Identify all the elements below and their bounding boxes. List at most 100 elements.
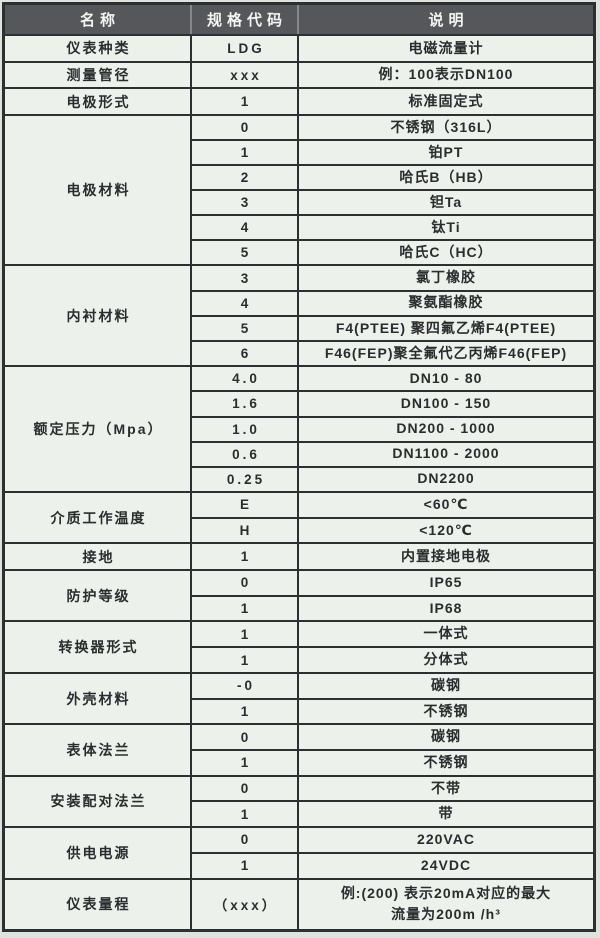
- group-rows: 0 IP65 1 IP68: [192, 571, 593, 621]
- code-cell: 1: [192, 544, 299, 570]
- desc-cell: DN1100 - 2000: [392, 445, 500, 462]
- table-row: -0 碳钢: [192, 673, 593, 698]
- code-cell: 1: [192, 853, 299, 878]
- group-name-cell: 外壳材料: [5, 673, 192, 724]
- group-name-cell: 接地: [5, 544, 192, 570]
- spec-table-body: 仪表种类 LDG 电磁流量计 测量管径 xxx 例：100表示DN100 电极形式 1 标准固定…: [5, 34, 593, 929]
- group-name-cell: 内衬材料: [5, 266, 192, 366]
- group-rows: 1 内置接地电极: [192, 544, 593, 570]
- group-rows: LDG 电磁流量计: [192, 36, 593, 61]
- header-cell-code: 规格代码: [192, 5, 299, 34]
- table-group: 电极材料 0 不锈钢（316L） 1 铂PT 2 哈氏B（HB） 3 钽Ta 4 钛Ti 5 哈氏C（H…: [5, 114, 593, 265]
- desc-cell: 分体式: [423, 651, 469, 668]
- code-cell: 0: [192, 571, 299, 595]
- code-cell: 1.6: [192, 392, 299, 416]
- code-cell: 1: [192, 648, 299, 672]
- table-row: 0 碳钢: [192, 725, 593, 749]
- group-rows: （xxx） 例:(200) 表示20mA对应的最大 流量为200m /h³: [192, 879, 593, 929]
- desc-cell: 铂PT: [428, 143, 464, 160]
- table-row: xxx 例：100表示DN100: [192, 62, 593, 88]
- desc-cell: 不锈钢: [423, 754, 469, 771]
- table-row: 0 220VAC: [192, 828, 593, 852]
- group-rows: 1 标准固定式: [192, 89, 593, 115]
- desc-cell: DN200 - 1000: [396, 420, 496, 437]
- desc-cell: F4(PTEE) 聚四氟乙烯F4(PTEE): [335, 319, 557, 336]
- code-cell: 1.0: [192, 417, 299, 441]
- table-row: E <60℃: [192, 492, 593, 517]
- table-row: 3 氯丁橡胶: [192, 266, 593, 290]
- group-name-cell: 仪表量程: [5, 879, 192, 929]
- table-row: 0 不锈钢（316L）: [192, 116, 593, 140]
- code-cell: 3: [192, 191, 299, 215]
- group-name-cell: 供电电源: [5, 828, 192, 878]
- table-row: 1 不锈钢: [192, 697, 593, 724]
- group-rows: E <60℃ H <120℃: [192, 492, 593, 543]
- table-group: 介质工作温度 E <60℃ H <120℃: [5, 490, 593, 543]
- desc-cell: DN100 - 150: [400, 395, 492, 412]
- desc-cell: 聚氨酯橡胶: [408, 294, 484, 311]
- desc-cell: 不锈钢: [423, 702, 469, 719]
- header-cell-desc: 说明: [428, 12, 469, 29]
- group-name-cell: 安装配对法兰: [5, 776, 192, 827]
- code-cell: 1: [192, 622, 299, 647]
- group-rows: 0 不带 1 带: [192, 776, 593, 827]
- desc-cell: F46(FEP)聚全氟代乙丙烯F46(FEP): [324, 344, 568, 361]
- table-row: H <120℃: [192, 516, 593, 543]
- code-cell: xxx: [192, 62, 299, 88]
- table-row: 1 内置接地电极: [192, 544, 593, 570]
- code-cell: 0: [192, 725, 299, 749]
- table-row: 1.0 DN200 - 1000: [192, 415, 593, 441]
- code-cell: 5: [192, 241, 299, 265]
- code-cell: 1: [192, 596, 299, 621]
- desc-cell: 带: [438, 805, 454, 822]
- desc-cell: IP65: [429, 574, 463, 591]
- code-cell: 0: [192, 828, 299, 852]
- header-cell-name: 名称: [5, 5, 192, 34]
- code-cell: 6: [192, 342, 299, 366]
- table-group: 接地 1 内置接地电极: [5, 542, 593, 570]
- code-cell: LDG: [192, 36, 299, 61]
- code-cell: 0.25: [192, 467, 299, 491]
- desc-cell: DN10 - 80: [409, 370, 483, 386]
- group-name-cell: 测量管径: [5, 62, 192, 88]
- table-row: 3 钽Ta: [192, 189, 593, 215]
- table-row: （xxx） 例:(200) 表示20mA对应的最大 流量为200m /h³: [192, 879, 593, 929]
- table-row: 1 分体式: [192, 646, 593, 672]
- code-cell: 1: [192, 699, 299, 724]
- code-cell: 1: [192, 751, 299, 775]
- desc-cell: <60℃: [423, 495, 469, 512]
- table-group: 供电电源 0 220VAC 1 24VDC: [5, 826, 593, 878]
- table-row: 1 标准固定式: [192, 89, 593, 115]
- desc-cell: 哈氏C（HC）: [399, 244, 493, 261]
- desc-cell: 电磁流量计: [408, 39, 484, 56]
- table-group: 外壳材料 -0 碳钢 1 不锈钢: [5, 671, 593, 724]
- code-cell: （xxx）: [192, 879, 299, 929]
- table-row: 1 铂PT: [192, 139, 593, 165]
- table-group: 转换器形式 1 一体式 1 分体式: [5, 620, 593, 672]
- code-cell: 4: [192, 216, 299, 240]
- group-rows: 3 氯丁橡胶 4 聚氨酯橡胶 5 F4(PTEE) 聚四氟乙烯F4(PTEE) 6 F46(F…: [192, 266, 593, 366]
- group-rows: 0 碳钢 1 不锈钢: [192, 725, 593, 775]
- table-group: 测量管径 xxx 例：100表示DN100: [5, 60, 593, 88]
- table-row: 0.6 DN1100 - 2000: [192, 440, 593, 466]
- group-name-cell: 额定压力（Mpa）: [5, 367, 192, 491]
- desc-cell: 不带: [431, 779, 461, 796]
- table-row: 4.0 DN10 - 80: [192, 367, 593, 391]
- code-cell: 5: [192, 316, 299, 341]
- table-row: 1 IP68: [192, 594, 593, 621]
- desc-cell: 不锈钢（316L）: [390, 118, 502, 135]
- code-cell: 1: [192, 89, 299, 115]
- desc-cell: 内置接地电极: [401, 547, 491, 564]
- group-rows: 4.0 DN10 - 80 1.6 DN100 - 150 1.0 DN200 - 100…: [192, 367, 593, 491]
- desc-cell: 哈氏B（HB）: [399, 168, 493, 185]
- desc-cell: <120℃: [419, 521, 473, 538]
- table-row: 6 F46(FEP)聚全氟代乙丙烯F46(FEP): [192, 340, 593, 366]
- code-cell: H: [192, 518, 299, 543]
- code-cell: 0: [192, 116, 299, 140]
- group-rows: 0 不锈钢（316L） 1 铂PT 2 哈氏B（HB） 3 钽Ta 4 钛Ti 5 哈氏C（HC）: [192, 116, 593, 265]
- desc-cell: 碳钢: [431, 728, 461, 745]
- table-row: 5 F4(PTEE) 聚四氟乙烯F4(PTEE): [192, 314, 593, 341]
